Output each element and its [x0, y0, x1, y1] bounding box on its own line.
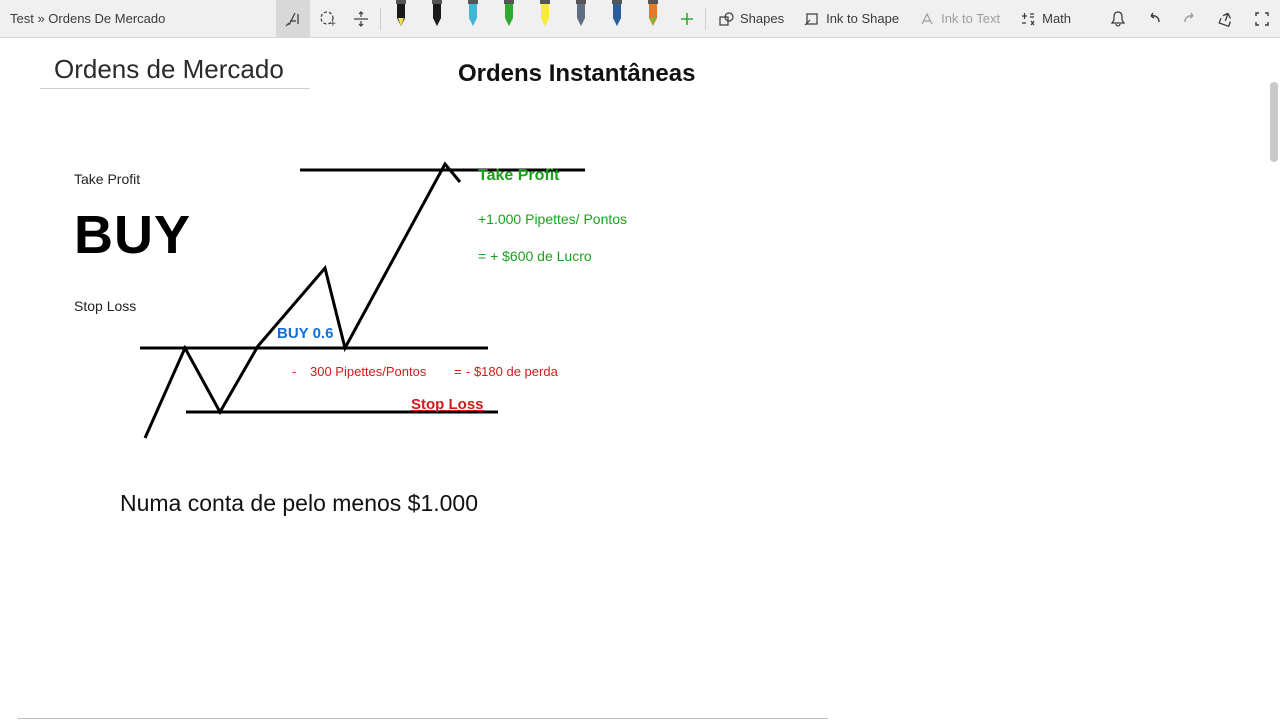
ink-to-shape-button[interactable]: Ink to Shape [794, 0, 909, 37]
insert-space-icon [352, 10, 370, 28]
text-tool-button[interactable] [276, 0, 310, 37]
pen-tool-2[interactable] [455, 0, 491, 28]
take-profit-small-label: Take Profit [74, 171, 140, 187]
plus-icon [679, 11, 695, 27]
pen-tool-4[interactable] [527, 0, 563, 28]
bell-icon [1109, 10, 1127, 28]
pen-tool-0[interactable] [383, 0, 419, 28]
pen-icon [419, 0, 455, 28]
ink-to-text-button: Ink to Text [909, 0, 1010, 37]
pen-icon [455, 0, 491, 28]
sl-loss-text: - $180 de perda [466, 364, 558, 379]
fullscreen-button[interactable] [1244, 0, 1280, 37]
separator [705, 8, 706, 30]
toolbar: Test » Ordens De Mercado + Shapes [0, 0, 1280, 38]
sl-pips-text: 300 Pipettes/Pontos [310, 364, 426, 379]
pen-tool-3[interactable] [491, 0, 527, 28]
svg-text:+: + [330, 19, 336, 28]
account-note-text: Numa conta de pelo menos $1.000 [120, 490, 478, 517]
pen-icon [383, 0, 419, 28]
text-cursor-icon [284, 10, 302, 28]
add-pen-button[interactable] [671, 0, 703, 37]
feed-button[interactable] [1100, 0, 1136, 37]
ink-to-shape-label: Ink to Shape [826, 11, 899, 26]
title-underline [40, 88, 310, 89]
shapes-label: Shapes [740, 11, 784, 26]
note-canvas[interactable]: Ordens de Mercado Ordens Instantâneas Ta… [0, 38, 1280, 720]
pen-tool-7[interactable] [635, 0, 671, 28]
pen-gallery [383, 0, 671, 37]
pen-icon [599, 0, 635, 28]
shapes-icon [718, 11, 734, 27]
page-title: Ordens de Mercado [54, 54, 284, 85]
tp-profit-text: = + $600 de Lucro [478, 248, 592, 264]
price-chart [130, 148, 610, 448]
math-label: Math [1042, 11, 1071, 26]
fullscreen-icon [1253, 10, 1271, 28]
ink-to-text-icon [919, 11, 935, 27]
pen-icon [563, 0, 599, 28]
undo-icon [1145, 10, 1163, 28]
right-tool-group [1100, 0, 1280, 37]
scrollbar[interactable] [1270, 82, 1278, 162]
ink-to-shape-icon [804, 11, 820, 27]
pen-icon [527, 0, 563, 28]
pen-tool-1[interactable] [419, 0, 455, 28]
buy-entry-label: BUY 0.6 [277, 325, 333, 342]
redo-icon [1181, 10, 1199, 28]
footer-divider [18, 718, 828, 719]
share-icon [1217, 10, 1235, 28]
undo-button[interactable] [1136, 0, 1172, 37]
math-icon [1020, 11, 1036, 27]
pen-icon [491, 0, 527, 28]
shapes-button[interactable]: Shapes [708, 0, 794, 37]
lasso-icon: + [318, 10, 336, 28]
lasso-tool-button[interactable]: + [310, 0, 344, 37]
stop-loss-small-label: Stop Loss [74, 298, 136, 314]
separator [380, 8, 381, 30]
breadcrumb[interactable]: Test » Ordens De Mercado [0, 0, 276, 37]
share-button[interactable] [1208, 0, 1244, 37]
redo-button [1172, 0, 1208, 37]
pen-icon [635, 0, 671, 28]
pen-tool-6[interactable] [599, 0, 635, 28]
pen-tool-5[interactable] [563, 0, 599, 28]
take-profit-green-label: Take Profit [478, 167, 560, 185]
tp-pips-text: +1.000 Pipettes/ Pontos [478, 211, 627, 227]
ink-to-text-label: Ink to Text [941, 11, 1000, 26]
math-button[interactable]: Math [1010, 0, 1081, 37]
buy-big-label: BUY [74, 204, 191, 266]
section-heading: Ordens Instantâneas [458, 60, 695, 88]
insert-space-button[interactable] [344, 0, 378, 37]
red-equals: = [454, 364, 462, 379]
red-dash: - [292, 364, 296, 379]
stop-loss-red-label: Stop Loss [411, 396, 484, 413]
